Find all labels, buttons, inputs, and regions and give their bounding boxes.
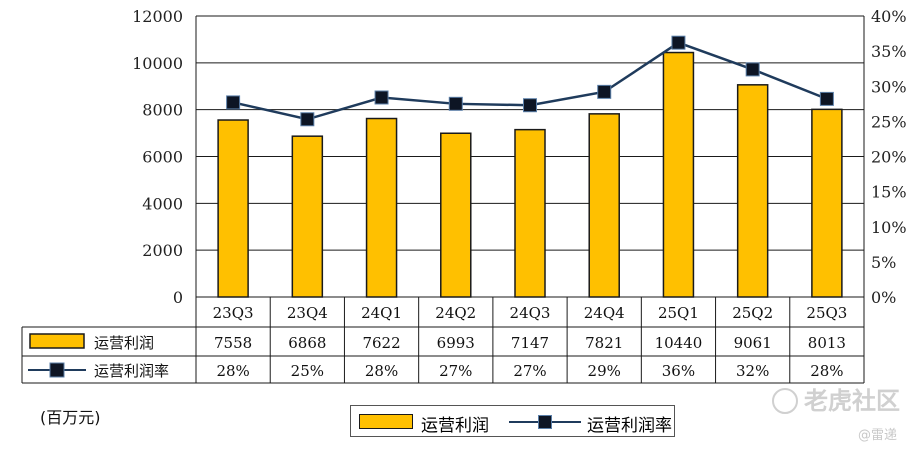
category-label: 25Q3 bbox=[806, 304, 847, 322]
y-right-tick-label: 5% bbox=[871, 253, 896, 272]
y-right-tick-label: 30% bbox=[871, 77, 907, 96]
category-label: 23Q4 bbox=[287, 304, 328, 322]
table-value-margin: 27% bbox=[513, 362, 546, 380]
table-value-margin: 36% bbox=[662, 362, 695, 380]
table-row-header-margin: 运营利润率 bbox=[94, 362, 169, 380]
table-value-margin: 28% bbox=[810, 362, 843, 380]
line-marker bbox=[300, 112, 315, 127]
line-marker bbox=[374, 90, 389, 105]
category-label: 24Q2 bbox=[435, 304, 476, 322]
y-left-tick-label: 8000 bbox=[142, 101, 183, 120]
table-value-profit: 7558 bbox=[214, 334, 252, 352]
category-label: 24Q1 bbox=[361, 304, 402, 322]
table-value-profit: 7622 bbox=[362, 334, 400, 352]
legend-line-label: 运营利润率 bbox=[587, 416, 672, 436]
table-value-margin: 28% bbox=[365, 362, 398, 380]
table-value-profit: 8013 bbox=[808, 334, 846, 352]
table-value-margin: 28% bbox=[216, 362, 249, 380]
bar bbox=[291, 135, 324, 298]
bar bbox=[365, 117, 398, 298]
category-label: 24Q4 bbox=[584, 304, 625, 322]
table-value-margin: 25% bbox=[291, 362, 324, 380]
y-left-tick-label: 6000 bbox=[142, 148, 183, 167]
table-value-margin: 27% bbox=[439, 362, 472, 380]
category-label: 25Q2 bbox=[732, 304, 773, 322]
bar bbox=[440, 132, 472, 298]
y-axis-right: 0% 5% 10% 15% 20% 25% 30% 35% 40% bbox=[871, 7, 907, 307]
line-marker bbox=[226, 95, 241, 110]
y-right-tick-label: 20% bbox=[871, 148, 907, 167]
unit-label: (百万元) bbox=[40, 408, 101, 427]
legend-line-marker bbox=[538, 415, 552, 429]
line-series bbox=[226, 35, 834, 127]
y-right-tick-label: 10% bbox=[871, 218, 907, 237]
table-value-profit: 9061 bbox=[734, 334, 772, 352]
y-right-tick-label: 0% bbox=[871, 288, 896, 307]
watermark-author: @雷递 bbox=[858, 428, 898, 443]
watermark-brand-text: 老虎社区 bbox=[804, 387, 900, 415]
data-table: 23Q3 23Q4 24Q1 24Q2 24Q3 24Q4 25Q1 25Q2 25Q3 7558… bbox=[21, 296, 864, 384]
y-left-tick-label: 2000 bbox=[142, 241, 183, 260]
category-label: 23Q3 bbox=[213, 304, 254, 322]
bar bbox=[514, 128, 546, 298]
category-label: 25Q1 bbox=[658, 304, 699, 322]
legend: 运营利润 运营利润率 bbox=[350, 405, 675, 437]
line-marker bbox=[597, 84, 612, 99]
table-value-profit: 6993 bbox=[437, 334, 475, 352]
y-right-tick-label: 15% bbox=[871, 183, 907, 202]
watermark-brand: 老虎社区 bbox=[772, 381, 900, 416]
y-right-tick-label: 25% bbox=[871, 112, 907, 131]
y-left-tick-label: 10000 bbox=[132, 54, 183, 73]
bar-series bbox=[217, 51, 843, 298]
y-axis-left: 0 2000 4000 6000 8000 10000 12000 bbox=[132, 7, 183, 307]
category-label: 24Q3 bbox=[510, 304, 551, 322]
y-right-tick-label: 40% bbox=[871, 7, 907, 26]
bar bbox=[662, 51, 695, 298]
line-marker bbox=[745, 62, 760, 77]
table-value-margin: 32% bbox=[736, 362, 769, 380]
tiger-logo-icon bbox=[772, 388, 798, 414]
y-right-tick-label: 35% bbox=[871, 42, 907, 61]
line-marker bbox=[448, 96, 463, 111]
bar bbox=[736, 84, 769, 298]
bar bbox=[217, 119, 249, 298]
y-left-tick-label: 0 bbox=[173, 288, 183, 307]
table-value-profit: 10440 bbox=[655, 334, 703, 352]
legend-bar-swatch bbox=[359, 414, 413, 429]
bar bbox=[811, 108, 843, 298]
table-bar-swatch bbox=[29, 333, 85, 349]
table-value-profit: 7147 bbox=[511, 334, 549, 352]
table-value-profit: 7821 bbox=[585, 334, 623, 352]
line-marker bbox=[819, 91, 834, 106]
bar bbox=[588, 113, 620, 298]
table-value-profit: 6868 bbox=[288, 334, 326, 352]
y-left-tick-label: 4000 bbox=[142, 194, 183, 213]
legend-bar-label: 运营利润 bbox=[421, 416, 489, 436]
table-line-marker bbox=[49, 362, 65, 378]
table-value-margin: 29% bbox=[588, 362, 621, 380]
line-marker bbox=[671, 35, 686, 50]
table-row-header-profit: 运营利润 bbox=[94, 334, 154, 352]
line-marker bbox=[523, 98, 537, 113]
y-left-tick-label: 12000 bbox=[132, 7, 183, 26]
